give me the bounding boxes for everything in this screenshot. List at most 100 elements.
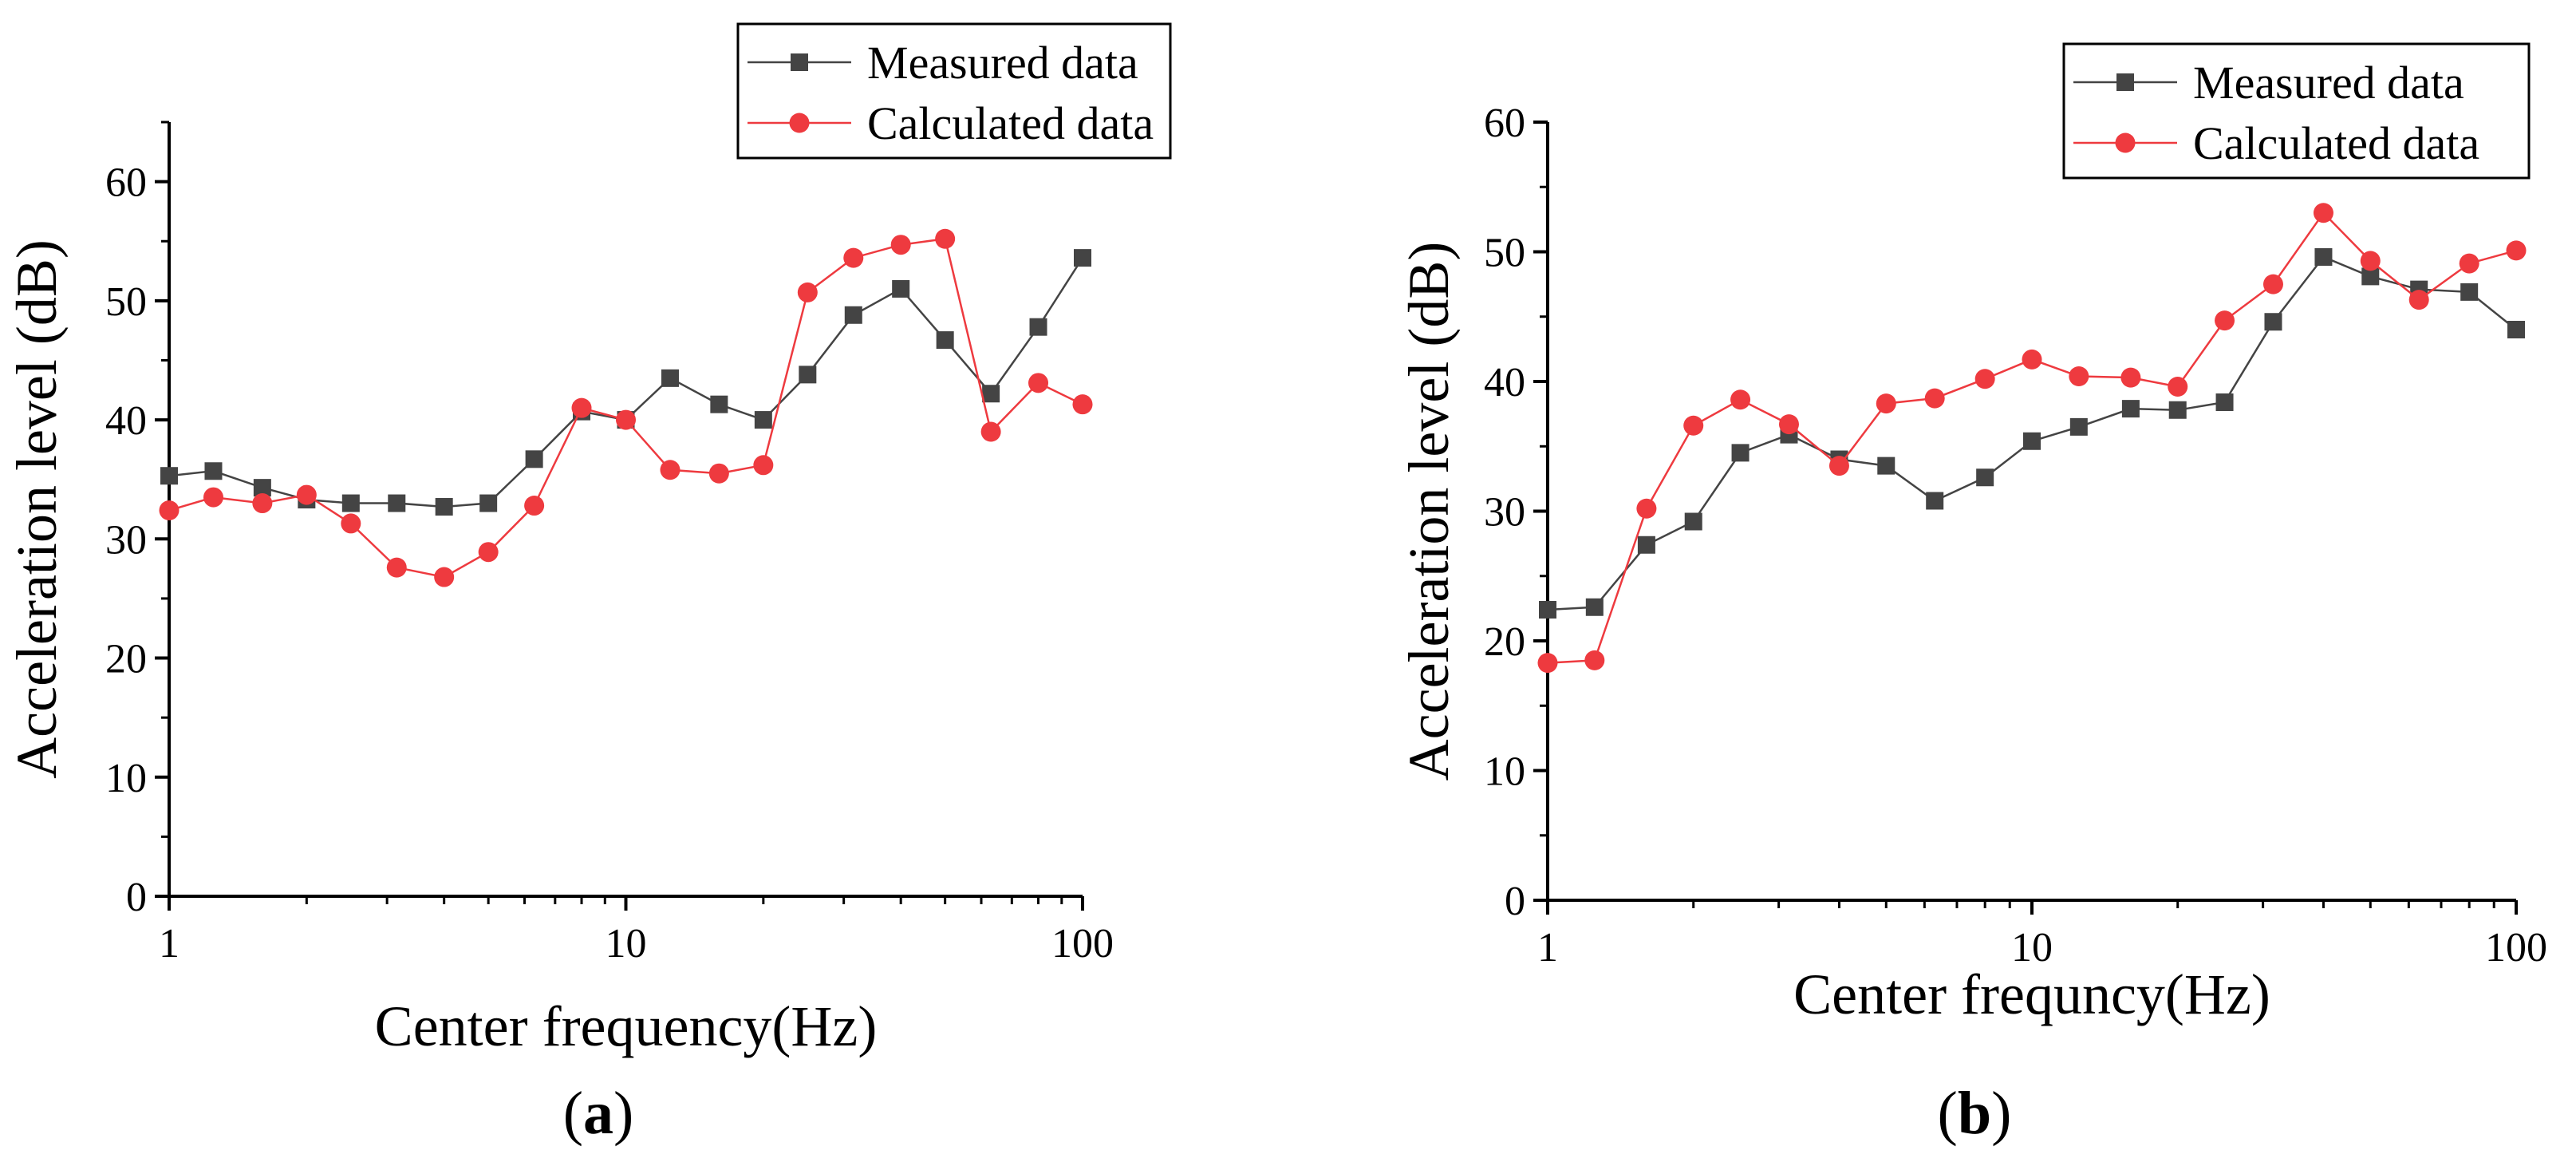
data-point-measured bbox=[1877, 457, 1896, 475]
y-tick-label: 40 bbox=[105, 398, 147, 444]
legend-marker-circle bbox=[2115, 132, 2136, 153]
series-line bbox=[168, 257, 1084, 508]
x-tick-label: 100 bbox=[1051, 921, 1114, 966]
data-point-calculated bbox=[708, 463, 729, 484]
data-point-calculated bbox=[753, 455, 774, 476]
series-line bbox=[168, 237, 1083, 579]
data-point-calculated bbox=[252, 493, 273, 514]
legend-box bbox=[2062, 42, 2531, 180]
series-measured bbox=[160, 249, 1091, 516]
data-point-measured bbox=[2361, 267, 2380, 286]
data-point-calculated bbox=[2168, 377, 2188, 397]
data-point-measured bbox=[2023, 432, 2041, 450]
data-point-measured bbox=[844, 306, 862, 324]
x-tick-label: 1 bbox=[1537, 925, 1558, 970]
legend-label: Calculated data bbox=[2193, 117, 2479, 169]
data-point-calculated bbox=[2022, 349, 2042, 370]
data-point-measured bbox=[1976, 468, 1994, 487]
data-point-calculated bbox=[1730, 389, 1751, 410]
data-point-measured bbox=[204, 462, 223, 480]
data-point-calculated bbox=[2459, 253, 2479, 274]
data-point-measured bbox=[1029, 318, 1047, 336]
legend-marker-square bbox=[791, 53, 808, 71]
panel-label: (b) bbox=[1938, 1080, 2012, 1147]
y-tick-label: 20 bbox=[105, 637, 147, 682]
data-point-calculated bbox=[203, 487, 223, 508]
legend: Measured data Calculated data bbox=[2062, 42, 2531, 180]
data-point-measured bbox=[388, 494, 406, 512]
data-point-calculated bbox=[296, 484, 317, 505]
data-point-calculated bbox=[386, 557, 407, 578]
data-point-measured bbox=[710, 395, 728, 413]
data-point-calculated bbox=[571, 397, 592, 418]
data-point-measured bbox=[2069, 417, 2088, 436]
data-point-measured bbox=[1731, 444, 1750, 462]
data-point-measured bbox=[1926, 492, 1944, 510]
data-point-calculated bbox=[159, 500, 179, 520]
y-tick-label: 0 bbox=[1505, 879, 1525, 924]
data-point-measured bbox=[479, 494, 498, 512]
data-point-measured bbox=[160, 467, 178, 485]
data-point-calculated bbox=[1683, 415, 1704, 436]
data-point-measured bbox=[1684, 512, 1702, 531]
y-tick-label: 10 bbox=[1484, 749, 1525, 795]
data-point-calculated bbox=[2360, 251, 2381, 271]
data-point-calculated bbox=[890, 235, 911, 255]
y-tick-label: 20 bbox=[1484, 619, 1525, 665]
data-point-calculated bbox=[1072, 394, 1093, 415]
data-point-measured bbox=[435, 498, 453, 516]
y-tick-label: 50 bbox=[105, 279, 147, 325]
series-measured bbox=[1539, 248, 2525, 619]
x-tick-label: 1 bbox=[159, 921, 179, 966]
y-tick-label: 10 bbox=[105, 756, 147, 801]
data-point-calculated bbox=[2120, 367, 2141, 388]
data-point-measured bbox=[1074, 249, 1091, 267]
data-point-measured bbox=[2314, 248, 2333, 266]
data-point-calculated bbox=[1584, 650, 1605, 670]
data-point-calculated bbox=[980, 421, 1001, 442]
data-point-measured bbox=[754, 411, 772, 429]
data-point-calculated bbox=[935, 228, 956, 249]
data-point-calculated bbox=[1636, 498, 1657, 519]
data-point-measured bbox=[2264, 313, 2282, 331]
series-calculated bbox=[1537, 203, 2527, 674]
data-point-calculated bbox=[2506, 240, 2527, 261]
data-point-measured bbox=[2460, 283, 2479, 301]
data-point-measured bbox=[2121, 400, 2140, 418]
data-point-calculated bbox=[434, 567, 455, 587]
data-point-calculated bbox=[2408, 290, 2429, 310]
legend-label: Calculated data bbox=[867, 97, 1154, 149]
data-point-measured bbox=[892, 279, 910, 298]
data-point-calculated bbox=[1028, 373, 1049, 393]
data-point-measured bbox=[2507, 321, 2525, 338]
data-point-calculated bbox=[660, 460, 680, 480]
chart-panel-b: 0 10 20 30 40 50 60 1 10 100 Center frequncy(Hz) Ac… bbox=[1397, 42, 2547, 1147]
data-point-measured bbox=[525, 450, 543, 468]
x-axis-title: Center frequncy(Hz) bbox=[1793, 962, 2270, 1026]
data-point-measured bbox=[982, 385, 1000, 403]
y-tick-label: 0 bbox=[126, 875, 147, 920]
legend-marker-square bbox=[2116, 73, 2134, 91]
legend-box bbox=[736, 22, 1172, 160]
x-axis-title: Center frequency(Hz) bbox=[375, 994, 878, 1058]
data-point-calculated bbox=[1974, 369, 1995, 389]
legend: Measured data Calculated data bbox=[736, 22, 1172, 160]
data-point-calculated bbox=[2215, 310, 2235, 331]
chart-panel-a: 0 10 20 30 40 50 60 1 10 100 Center frequency(Hz) A… bbox=[5, 22, 1172, 1147]
y-tick-label: 40 bbox=[1484, 360, 1525, 405]
y-tick-label: 50 bbox=[1484, 231, 1525, 276]
x-tick-label: 10 bbox=[2011, 925, 2053, 970]
series-calculated bbox=[159, 228, 1093, 587]
data-point-calculated bbox=[524, 496, 545, 516]
panel-label: (a) bbox=[563, 1080, 634, 1147]
data-point-calculated bbox=[1876, 393, 1896, 414]
data-point-calculated bbox=[1924, 388, 1945, 409]
y-axis-title: Acceleration level (dB) bbox=[5, 239, 69, 779]
y-tick-label: 60 bbox=[1484, 101, 1525, 146]
y-tick-label: 30 bbox=[105, 517, 147, 563]
data-point-measured bbox=[799, 366, 817, 384]
data-point-calculated bbox=[797, 282, 818, 302]
data-point-measured bbox=[2168, 401, 2187, 419]
data-point-measured bbox=[253, 479, 271, 497]
data-point-calculated bbox=[2313, 203, 2333, 223]
